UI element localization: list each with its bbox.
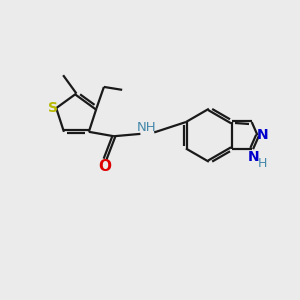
Text: NH: NH <box>137 121 157 134</box>
Text: S: S <box>48 101 58 115</box>
Text: H: H <box>257 157 267 170</box>
Text: N: N <box>257 128 269 142</box>
Text: O: O <box>98 159 111 174</box>
Text: N: N <box>248 150 259 164</box>
